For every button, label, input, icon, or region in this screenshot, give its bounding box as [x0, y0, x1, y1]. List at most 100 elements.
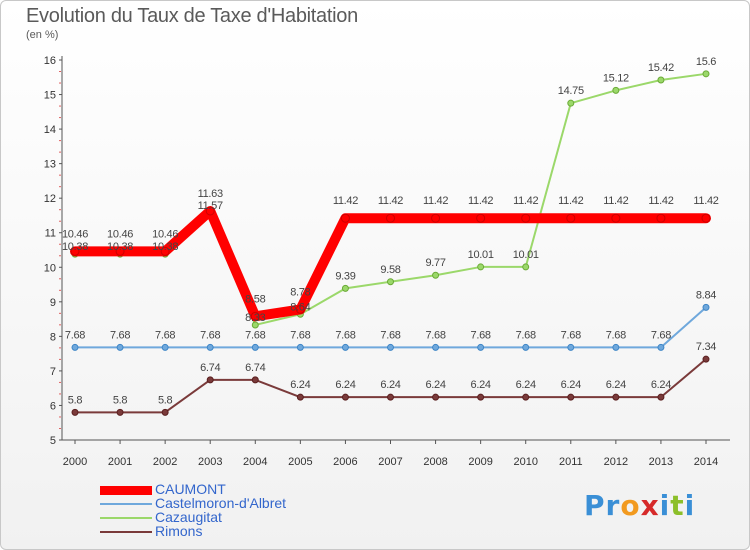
legend-label: Rimons [155, 523, 203, 539]
data-label: 6.24 [516, 379, 536, 391]
data-point [522, 343, 530, 351]
data-label: 11.42 [648, 195, 673, 207]
y-tick-label: 6 [50, 400, 56, 412]
data-label: 11.42 [333, 195, 358, 207]
data-label: 6.74 [200, 362, 220, 374]
data-label: 10.38 [62, 241, 88, 253]
data-label: 11.42 [423, 195, 448, 207]
data-label: 6.74 [245, 362, 265, 374]
data-point [250, 311, 260, 321]
y-tick-label: 8 [50, 331, 56, 343]
chart-title: Evolution du Taux de Taxe d'Habitation [26, 5, 358, 27]
data-point [251, 321, 259, 329]
data-label: 10.01 [513, 249, 539, 261]
data-point [567, 343, 575, 351]
legend-swatch [100, 517, 152, 519]
data-label: 10.01 [468, 249, 494, 261]
y-tick-label: 16 [44, 55, 56, 67]
data-label: 7.68 [425, 329, 445, 341]
y-tick-label: 5 [50, 435, 56, 447]
data-point [432, 393, 440, 401]
data-label: 7.68 [651, 329, 671, 341]
data-label: 11.63 [198, 188, 223, 200]
y-tick-label: 10 [44, 262, 56, 274]
data-point [251, 343, 259, 351]
data-label: 11.42 [693, 195, 718, 207]
data-label: 7.68 [606, 329, 626, 341]
data-label: 11.57 [198, 200, 223, 212]
data-labels-layer: 10.46 10.46 10.46 11.63 8.58 8.78 11.42 11.42 11… [62, 56, 719, 407]
x-tick-label: 2008 [423, 456, 447, 468]
data-point [70, 246, 80, 256]
data-label: 7.68 [245, 329, 265, 341]
data-point [205, 206, 215, 216]
data-label: 15.6 [696, 56, 716, 68]
data-point [160, 246, 170, 256]
x-tick-label: 2006 [333, 456, 357, 468]
data-point [567, 393, 575, 401]
x-tick-label: 2001 [108, 456, 132, 468]
data-label: 7.68 [516, 329, 536, 341]
data-point [161, 408, 169, 416]
axes: 5 6 7 8 9 10 11 12 13 14 15 16 2000 2001 2002 2003 2004 2… [44, 55, 730, 468]
y-tick-label: 15 [44, 90, 56, 102]
data-label: 10.46 [152, 228, 178, 240]
data-label: 5.8 [113, 394, 128, 406]
data-point [161, 343, 169, 351]
logo-letter: i [659, 489, 671, 522]
data-point [657, 343, 665, 351]
data-point [386, 213, 395, 223]
data-point [206, 376, 214, 384]
data-label: 7.68 [380, 329, 400, 341]
data-label: 7.34 [696, 341, 716, 353]
data-label: 6.24 [425, 379, 445, 391]
data-label: 7.68 [335, 329, 355, 341]
series-layer [70, 70, 711, 416]
data-label: 5.8 [158, 394, 173, 406]
data-point [521, 213, 531, 223]
legend-label: Castelmoron-d'Albret [155, 495, 287, 511]
data-point [432, 343, 440, 351]
data-label: 7.68 [290, 329, 310, 341]
data-label: 8.64 [290, 301, 310, 313]
data-label: 6.24 [606, 379, 626, 391]
data-point [522, 393, 530, 401]
x-tick-label: 2007 [378, 456, 402, 468]
data-point [71, 343, 79, 351]
data-label: 8.58 [245, 293, 265, 305]
x-tick-label: 2000 [63, 456, 87, 468]
data-point [702, 303, 710, 311]
data-label: 9.58 [380, 264, 400, 276]
data-point [296, 393, 304, 401]
data-label: 7.68 [110, 329, 130, 341]
data-point [206, 343, 214, 351]
data-point [387, 343, 394, 351]
legend-swatch [100, 485, 152, 495]
logo-letter: o [620, 489, 641, 522]
data-point [116, 343, 124, 351]
data-label: 11.42 [378, 195, 403, 207]
data-label: 10.46 [62, 228, 88, 240]
data-point [340, 213, 350, 223]
data-point [341, 393, 349, 401]
data-label: 6.24 [471, 379, 491, 391]
data-point [476, 213, 486, 223]
data-point [387, 278, 394, 286]
proxiti-logo: Proxiti [584, 489, 695, 522]
x-tick-label: 2012 [604, 456, 628, 468]
x-tick-label: 2011 [559, 456, 583, 468]
data-point [612, 86, 620, 94]
x-tick-label: 2004 [243, 456, 267, 468]
data-label: 10.38 [152, 241, 178, 253]
chart-subtitle: (en %) [26, 29, 59, 41]
data-point [477, 343, 485, 351]
data-point [522, 263, 530, 271]
data-point [702, 355, 710, 363]
data-point [341, 343, 349, 351]
data-label: 11.42 [603, 195, 628, 207]
data-point [432, 271, 440, 279]
data-point [116, 408, 124, 416]
data-label: 6.24 [290, 379, 310, 391]
legend-swatch [100, 503, 152, 505]
data-label: 7.68 [471, 329, 491, 341]
